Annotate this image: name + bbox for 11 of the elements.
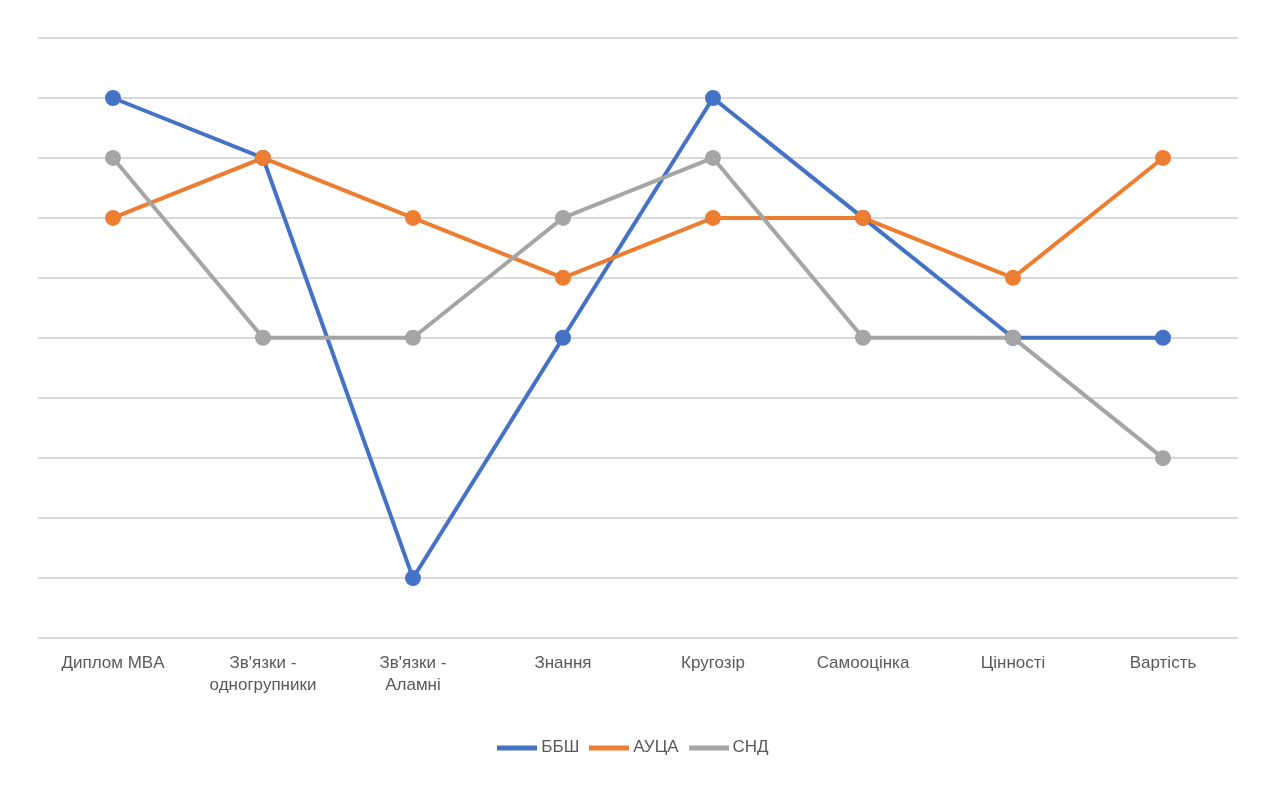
x-tick-label: Диплом MBA bbox=[61, 653, 166, 672]
x-tick-label: Знання bbox=[534, 653, 592, 672]
x-tick-label: Цінності bbox=[980, 653, 1046, 672]
x-tick-label: Кругозір bbox=[681, 653, 745, 672]
legend-label: АУЦА bbox=[633, 737, 679, 757]
legend-label: ББШ bbox=[541, 737, 580, 757]
legend-label: СНД bbox=[732, 737, 769, 757]
x-tick-label: Вартість bbox=[1129, 653, 1197, 672]
x-tick-label: Зв'язки - одногрупники bbox=[209, 653, 317, 694]
x-tick-label: Зв'язки - Аламні bbox=[379, 653, 447, 694]
x-tick-label: Самооцінка bbox=[816, 653, 910, 672]
